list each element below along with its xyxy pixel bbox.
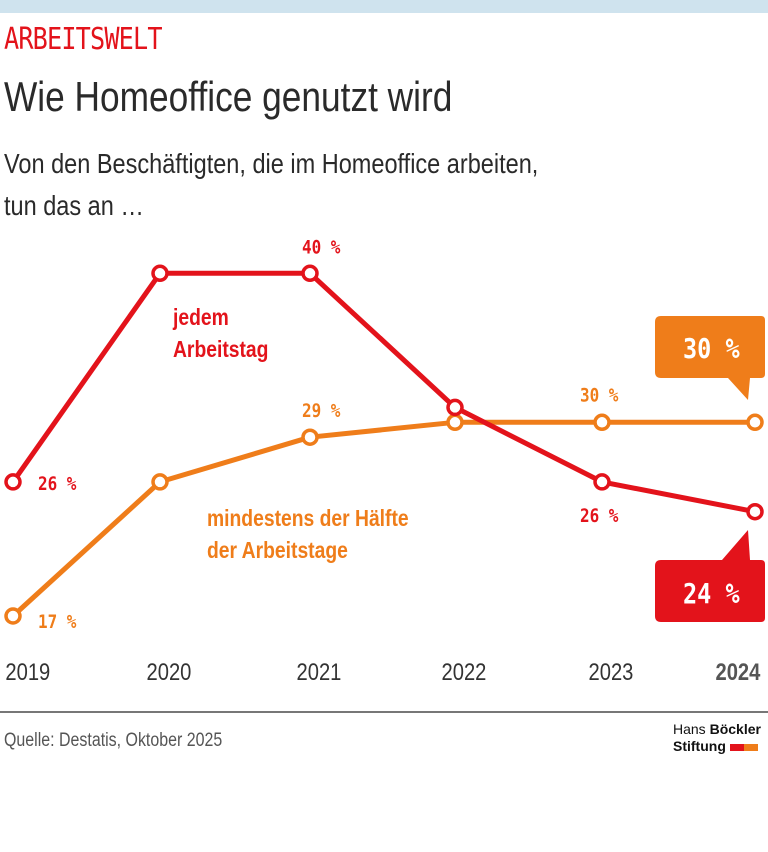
hans-boeckler-logo: Hans Böckler Stiftung xyxy=(673,721,761,755)
data-point xyxy=(746,413,764,432)
data-point xyxy=(301,264,319,283)
series-label-red-line1: jedem xyxy=(172,306,229,331)
series-label-red-line2: Arbeitstag xyxy=(173,338,268,363)
series-line-1 xyxy=(11,419,755,618)
logo-orange-bar xyxy=(743,743,758,751)
data-label: 40 % xyxy=(302,237,341,259)
series-label-orange-line2: der Arbeitstage xyxy=(207,539,348,564)
chart-title: Wie Homeoffice genutzt wird xyxy=(4,73,538,121)
source-text: Quelle: Destatis, Oktober 2025 xyxy=(4,730,223,751)
data-point xyxy=(593,413,611,432)
data-label: 17 % xyxy=(38,612,77,634)
x-tick-label: 2023 xyxy=(589,658,634,685)
logo-hans: Hans xyxy=(673,721,706,737)
data-label: 29 % xyxy=(302,401,341,423)
data-point xyxy=(446,398,464,417)
kicker-text: ARBEITSWELT xyxy=(4,22,162,57)
kicker: ARBEITSWELT xyxy=(4,22,192,57)
chart-subtitle: Von den Beschäftigten, die im Homeoffice… xyxy=(4,143,640,227)
callout-orange-text: 30 % xyxy=(683,333,740,365)
series-label-orange-line1: mindestens der Hälfte xyxy=(207,507,409,532)
line-chart: 2019 2020 2021 2022 2023 2024 17 % 29 % 30 % 26 %… xyxy=(4,237,765,685)
divider xyxy=(0,711,768,713)
logo-stiftung: Stiftung xyxy=(673,738,726,754)
logo-red-bar xyxy=(729,743,744,751)
callout-red-text: 24 % xyxy=(683,578,740,610)
subtitle-line2: tun das an … xyxy=(4,190,144,221)
top-bar xyxy=(0,0,768,13)
callout-orange xyxy=(655,316,765,400)
series-line-0 xyxy=(10,270,756,515)
data-label: 26 % xyxy=(38,474,77,496)
data-point xyxy=(4,473,22,491)
x-tick-label: 2019 xyxy=(5,658,50,685)
x-tick-label: 2022 xyxy=(442,658,487,685)
x-tick-label: 2024 xyxy=(716,658,761,685)
chart-title-text: Wie Homeoffice genutzt wird xyxy=(4,73,453,120)
callout-red xyxy=(655,530,765,622)
logo-boeckler: Böckler xyxy=(709,721,761,737)
data-point xyxy=(593,473,611,491)
data-point xyxy=(301,428,319,446)
data-point xyxy=(746,502,764,521)
x-tick-label: 2021 xyxy=(297,658,342,685)
data-point xyxy=(446,413,464,432)
subtitle-line1: Von den Beschäftigten, die im Homeoffice… xyxy=(4,148,539,179)
x-tick-label: 2020 xyxy=(147,658,192,685)
data-label: 26 % xyxy=(580,506,619,528)
data-point xyxy=(151,473,169,491)
data-label: 30 % xyxy=(580,385,619,407)
data-point xyxy=(4,607,22,625)
data-point xyxy=(151,264,169,283)
source-note: Quelle: Destatis, Oktober 2025 xyxy=(4,730,264,752)
